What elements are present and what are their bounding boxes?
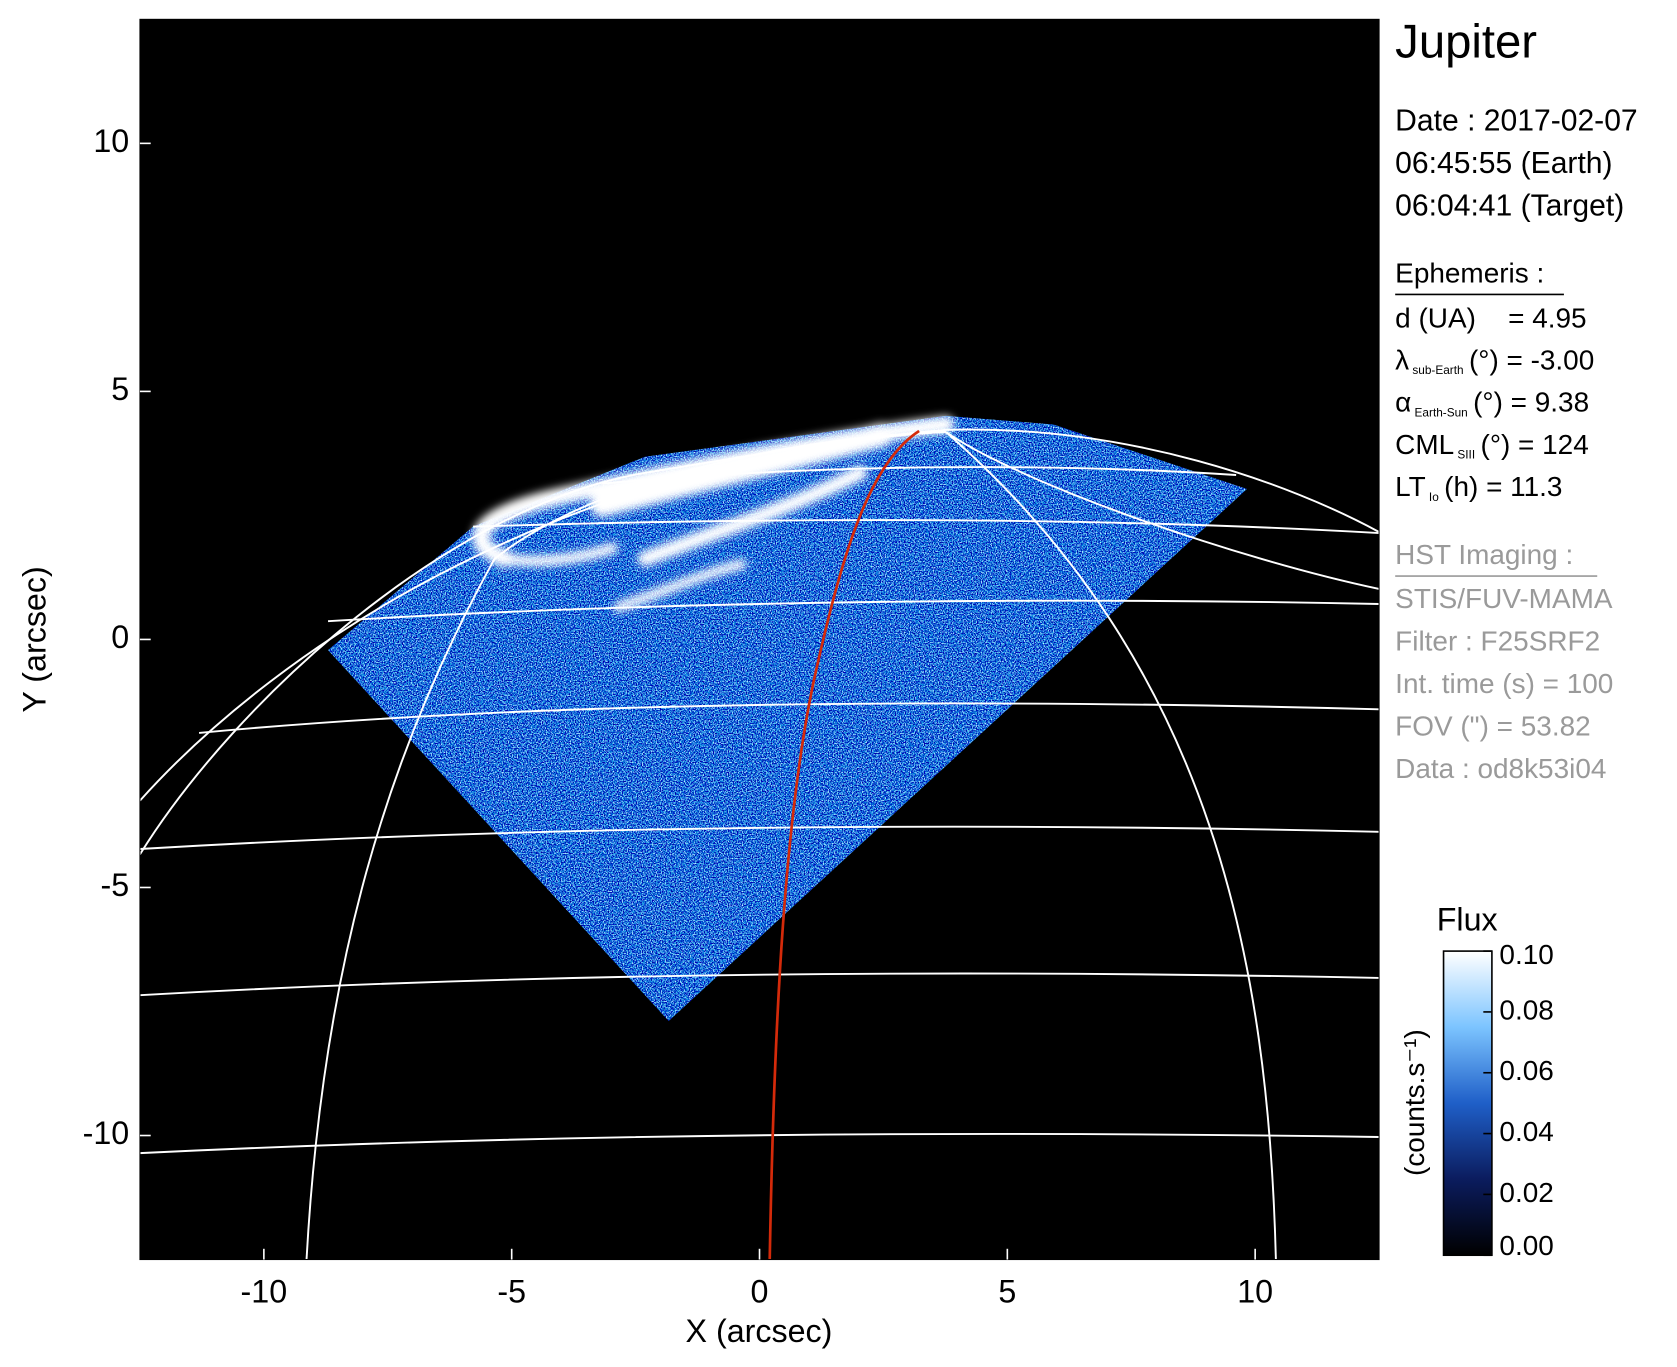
x-tick-label: -5 <box>497 1273 526 1309</box>
ephemeris-line: CML SIII (°) = 124 <box>1395 429 1589 461</box>
ephemeris-value: (°) = 9.38 <box>1473 387 1589 418</box>
y-axis-label: Y (arcsec) <box>16 566 52 712</box>
ephemeris-symbol: d (UA) <box>1395 303 1476 334</box>
x-tick-label: 5 <box>998 1273 1016 1309</box>
colorbar-unit: (counts.s⁻¹) <box>1399 1029 1430 1176</box>
ephemeris-line: λ sub-Earth (°) = -3.00 <box>1395 345 1594 377</box>
date-line: 06:45:55 (Earth) <box>1395 147 1612 180</box>
title: Jupiter <box>1395 16 1537 69</box>
x-tick-label: 0 <box>751 1273 769 1309</box>
colorbar-tick-label: 0.10 <box>1499 939 1553 970</box>
ephemeris-symbol: CML <box>1395 429 1454 460</box>
ephemeris-subscript: sub-Earth <box>1412 363 1463 377</box>
colorbar-tick-label: 0.04 <box>1499 1116 1553 1147</box>
imaging-line: Int. time (s) = 100 <box>1395 668 1613 699</box>
imaging-line: Filter : F25SRF2 <box>1395 626 1600 657</box>
ephemeris-line: α Earth-Sun (°) = 9.38 <box>1395 387 1589 419</box>
ephemeris-subscript: Io <box>1429 490 1439 504</box>
ephemeris-value: (°) = 124 <box>1481 429 1589 460</box>
ephemeris-subscript: Earth-Sun <box>1415 405 1468 419</box>
ephemeris-symbol: α <box>1395 387 1411 418</box>
ephemeris-symbol: LT <box>1395 472 1426 503</box>
ephemeris-title: Ephemeris : <box>1395 257 1544 288</box>
y-tick-label: 5 <box>111 371 129 407</box>
image <box>139 415 1380 1260</box>
y-tick-label: -10 <box>83 1115 130 1151</box>
colorbar-tick-label: 0.02 <box>1499 1177 1553 1208</box>
ephemeris-value: (h) = 11.3 <box>1444 472 1562 503</box>
ephemeris-symbol: λ <box>1395 345 1409 376</box>
y-tick-label: 10 <box>93 123 129 159</box>
ephemeris-value: = 4.95 <box>1508 303 1586 334</box>
colorbar-label: Flux <box>1437 902 1498 938</box>
colorbar-tick-label: 0.06 <box>1499 1055 1553 1086</box>
ephemeris-subscript: SIII <box>1457 448 1475 462</box>
colorbar-tick-label: 0.08 <box>1499 994 1553 1025</box>
ephemeris-line: LT Io (h) = 11.3 <box>1395 472 1562 504</box>
colorbar-tick-label: 0.00 <box>1499 1230 1553 1261</box>
y-tick-label: -5 <box>101 867 130 903</box>
x-axis-label: X (arcsec) <box>686 1313 833 1349</box>
ephemeris-value: (°) = -3.00 <box>1469 345 1594 376</box>
y-tick-label: 0 <box>111 619 129 655</box>
imaging-line: STIS/FUV-MAMA <box>1395 583 1613 614</box>
colorbar: Flux (counts.s⁻¹) 0.10 0.08 0.06 0.04 0.02 0.00 <box>1399 902 1554 1261</box>
colorbar-scale <box>1442 950 1493 1257</box>
io-footprint <box>768 429 920 1260</box>
imaging-title: HST Imaging : <box>1395 539 1573 570</box>
info-panel: Date : 2017-02-07 06:45:55 (Earth) 06:04:4… <box>1395 104 1638 784</box>
imaging-line: FOV (") = 53.82 <box>1395 710 1590 741</box>
date-line: 06:04:41 (Target) <box>1395 189 1624 222</box>
ephemeris-line: d (UA) = 4.95 <box>1395 303 1586 334</box>
x-tick-label: 10 <box>1237 1273 1273 1309</box>
planetographic-grid <box>139 428 1380 1260</box>
date-line: Date : 2017-02-07 <box>1395 104 1637 137</box>
observed-noise <box>328 415 1247 1021</box>
imaging-line: Data : od8k53i04 <box>1395 753 1606 784</box>
x-tick-label: -10 <box>241 1273 288 1309</box>
